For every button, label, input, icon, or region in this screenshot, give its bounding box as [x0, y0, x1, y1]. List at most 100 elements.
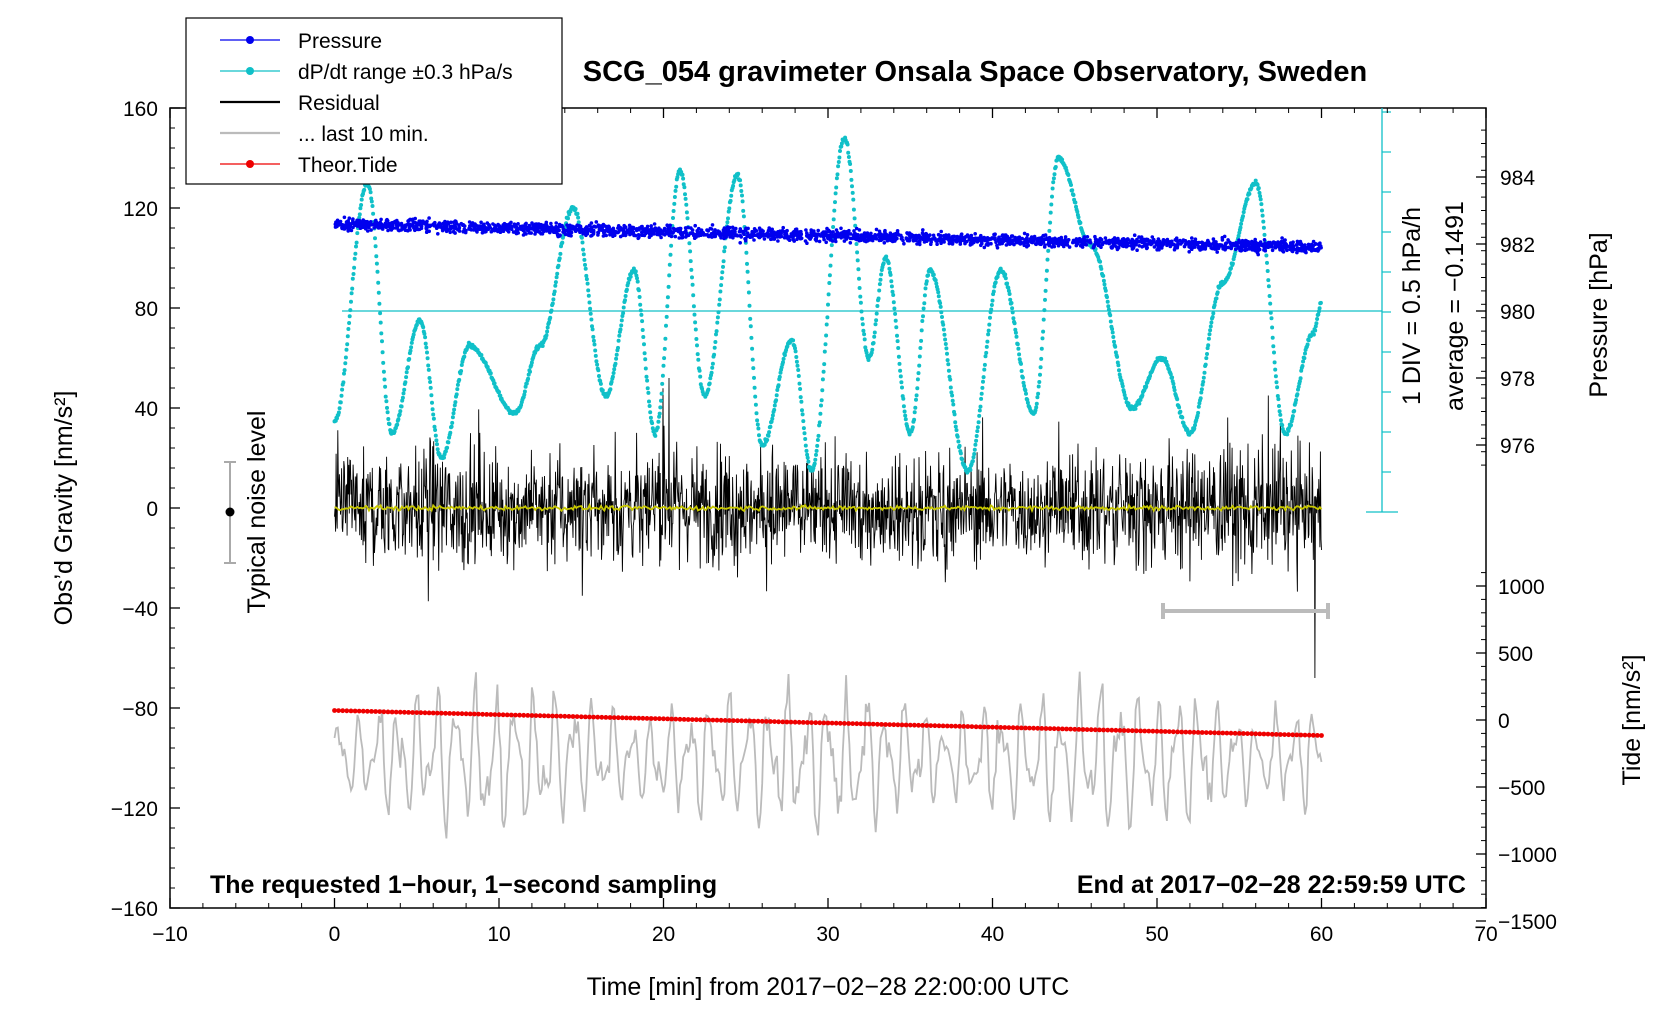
tide-point [1224, 730, 1230, 736]
dpdt-point [688, 259, 693, 264]
pressure-point [732, 228, 737, 233]
dpdt-point [781, 360, 785, 365]
pressure-point [379, 223, 383, 228]
pressure-point [713, 234, 718, 239]
pressure-point [443, 227, 447, 231]
tide-point [698, 717, 703, 723]
dpdt-point [1175, 397, 1180, 402]
dpdt-point [529, 360, 534, 365]
pressure-point [824, 240, 828, 245]
pressure-point [1281, 241, 1286, 245]
dpdt-point [1295, 392, 1300, 397]
pressure-point [825, 226, 829, 231]
pressure-point [469, 222, 474, 227]
dpdt-point [1275, 394, 1280, 398]
dpdt-point [825, 315, 830, 320]
dpdt-point [801, 426, 806, 431]
tide-point [1084, 727, 1090, 732]
dpdt-point [588, 311, 593, 316]
tide-point [722, 718, 728, 723]
dpdt-point [600, 388, 605, 393]
dpdt-point [746, 280, 751, 285]
dpdt-point [617, 333, 622, 338]
dpdt-point [1110, 327, 1115, 331]
pressure-point [784, 232, 789, 237]
dpdt-point [1066, 173, 1071, 177]
pressure-point [667, 233, 672, 238]
dpdt-point [1137, 401, 1142, 406]
tide-point [570, 714, 576, 719]
tide-point [858, 721, 864, 727]
pressure-point [1114, 240, 1119, 245]
pressure-point [957, 238, 961, 243]
dpdt-point [660, 381, 665, 386]
dpdt-point [664, 323, 668, 328]
legend-swatch-dot [246, 160, 254, 168]
dpdt-point [993, 280, 998, 285]
dpdt-point [1272, 350, 1276, 355]
dpdt-point [385, 405, 389, 410]
dpdt-point [845, 142, 850, 147]
pressure-point [555, 227, 559, 231]
dpdt-point [988, 315, 992, 320]
pressure-point [659, 235, 663, 240]
dpdt-point [985, 339, 990, 344]
dpdt-point [638, 302, 643, 307]
dpdt-point [1236, 233, 1241, 238]
x-axis-label: Time [min] from 2017−02−28 22:00:00 UTC [587, 973, 1070, 1001]
dpdt-point [608, 387, 613, 392]
dpdt-point [693, 327, 698, 332]
dpdt-point [849, 177, 854, 182]
tide-point [603, 715, 609, 720]
pressure-point [544, 222, 548, 227]
pressure-point [343, 227, 347, 231]
pressure-point [1061, 239, 1066, 244]
dpdt-point [1214, 296, 1219, 301]
dpdt-point [1069, 183, 1073, 187]
tide-point [434, 710, 440, 716]
pressure-point [1189, 246, 1194, 251]
dpdt-point [659, 391, 664, 396]
tide-point [1010, 725, 1016, 731]
dpdt-point [1122, 393, 1127, 397]
pressure-point [706, 234, 711, 239]
tide-point [632, 715, 638, 721]
dpdt-point [694, 337, 699, 341]
dpdt-point [772, 403, 777, 408]
dpdt-point [958, 451, 963, 456]
pressure-point [950, 242, 955, 246]
pressure-point [584, 225, 589, 229]
tide-tick-label: −1000 [1498, 844, 1557, 867]
dpdt-point [637, 295, 642, 299]
pressure-point [1239, 249, 1243, 253]
pressure-point [1226, 245, 1231, 250]
pressure-point [794, 229, 799, 234]
pressure-point [589, 227, 594, 231]
dpdt-point [404, 370, 409, 375]
pressure-point [803, 239, 808, 243]
pressure-point [890, 234, 894, 239]
pressure-point [991, 236, 995, 240]
tide-point [574, 714, 580, 719]
dpdt-point [1311, 332, 1316, 337]
pressure-point [1083, 240, 1087, 245]
dpdt-point [894, 325, 899, 330]
pressure-point [1316, 249, 1320, 253]
pressure-point [351, 217, 355, 221]
pressure-point [539, 225, 543, 230]
dpdt-point [718, 289, 723, 294]
tide-point [1179, 729, 1185, 735]
dpdt-point [342, 368, 347, 373]
pressure-point [479, 220, 483, 225]
tide-point [615, 715, 621, 721]
dpdt-point [1318, 300, 1323, 305]
dpdt-point [1115, 354, 1120, 359]
x-tick-label: −10 [152, 923, 188, 946]
tide-point [607, 715, 613, 720]
dpdt-point [918, 346, 923, 350]
pressure-point [487, 223, 491, 227]
dpdt-point [886, 261, 891, 266]
dpdt-point [946, 368, 951, 373]
pressure-point [772, 231, 777, 235]
pressure-point [1280, 236, 1284, 240]
